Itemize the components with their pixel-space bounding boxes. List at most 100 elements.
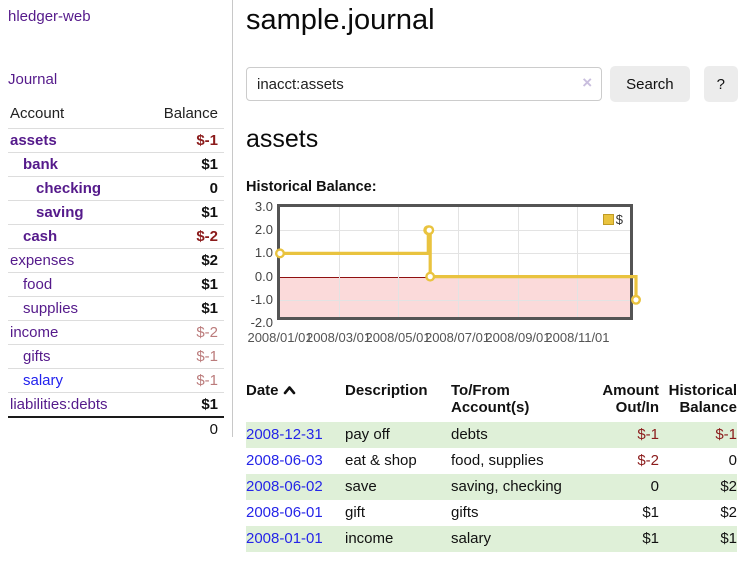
chart-gridline xyxy=(398,207,400,317)
search-input[interactable] xyxy=(246,67,603,101)
account-link-assets[interactable]: assets xyxy=(10,132,57,149)
register-row: 2008-01-01 income salary $1 $1 xyxy=(246,526,737,552)
account-balance: $1 xyxy=(201,156,218,173)
register-body: 2008-12-31 pay off debts $-1 $-1 2008-06-03 ea… xyxy=(246,422,737,552)
transaction-balance: $2 xyxy=(720,478,737,495)
account-link-saving[interactable]: saving xyxy=(36,204,84,221)
chart-xtick-label: 2008/09/01 xyxy=(485,330,551,345)
account-row: assets $-1 xyxy=(8,128,224,152)
chart-data-point xyxy=(275,248,285,259)
chart-data-point xyxy=(425,271,436,282)
transaction-date-link[interactable]: 2008-12-31 xyxy=(246,426,323,443)
transaction-date-link[interactable]: 2008-06-02 xyxy=(246,478,323,495)
chart-gridline xyxy=(517,207,519,317)
app-title-link[interactable]: hledger-web xyxy=(8,8,91,25)
chart-data-point xyxy=(631,294,642,305)
transaction-amount: $-1 xyxy=(637,426,659,443)
search-button[interactable]: Search xyxy=(610,66,690,102)
chart-xtick-label: 2008/01/01 xyxy=(247,330,313,345)
transaction-description: income xyxy=(345,530,394,547)
legend-swatch-icon xyxy=(602,214,614,225)
accounts-table-header: Account Balance xyxy=(8,103,224,128)
chart-ytick-label: 2.0 xyxy=(254,222,273,238)
account-row: checking 0 xyxy=(8,176,224,200)
help-button[interactable]: ? xyxy=(703,66,738,102)
account-row: food $1 xyxy=(8,272,224,296)
account-link-supplies[interactable]: supplies xyxy=(23,300,79,317)
register-row: 2008-06-01 gift gifts $1 $2 xyxy=(246,500,737,526)
transaction-description: save xyxy=(345,478,377,495)
account-link-income[interactable]: income xyxy=(10,324,59,341)
register-header-description: Description xyxy=(345,382,428,399)
chart-negative-region xyxy=(280,276,630,317)
chart-gridline xyxy=(577,207,579,317)
chart-title: Historical Balance: xyxy=(246,179,377,195)
transaction-amount: $1 xyxy=(642,530,659,547)
chart-data-point xyxy=(424,225,435,236)
transaction-date-link[interactable]: 2008-06-01 xyxy=(246,504,323,521)
chart-gridline xyxy=(280,299,630,301)
account-link-gifts[interactable]: gifts xyxy=(23,348,51,365)
register-header-amount: Amount Out/In xyxy=(602,382,659,416)
account-link-bank[interactable]: bank xyxy=(23,156,59,173)
clear-search-icon[interactable]: × xyxy=(582,73,593,92)
register-header-balance: Historical Balance xyxy=(668,382,737,416)
account-link-checking[interactable]: checking xyxy=(36,180,102,197)
account-balance: 0 xyxy=(209,180,218,197)
transaction-date-link[interactable]: 2008-01-01 xyxy=(246,530,323,547)
account-link-expenses[interactable]: expenses xyxy=(10,252,75,269)
account-row: saving $1 xyxy=(8,200,224,224)
account-balance: $1 xyxy=(201,396,218,413)
account-link-food[interactable]: food xyxy=(23,276,53,293)
transaction-accounts: saving, checking xyxy=(451,478,562,495)
register-header-date[interactable]: Date xyxy=(246,380,345,422)
account-link-liabilities-debts[interactable]: liabilities:debts xyxy=(10,396,108,413)
transaction-date-link[interactable]: 2008-06-03 xyxy=(246,452,323,469)
chart-gridline xyxy=(280,230,630,232)
transaction-amount: 0 xyxy=(650,478,659,495)
sidebar-item-journal[interactable]: Journal xyxy=(8,71,58,88)
account-balance: $-1 xyxy=(196,348,218,365)
account-row: salary $-1 xyxy=(8,368,224,392)
register-row: 2008-06-03 eat & shop food, supplies $-2 0 xyxy=(246,448,737,474)
account-tree: assets $-1 bank $1 checking 0 saving $1 cash $-2 e… xyxy=(8,128,224,416)
chart-xtick-label: 2008/03/01 xyxy=(305,330,372,345)
search-bar: × Search ? xyxy=(246,66,738,102)
chart-series-line xyxy=(275,225,642,305)
register-header-accounts: To/From Account(s) xyxy=(451,382,530,416)
chart-ytick-label: 3.0 xyxy=(254,199,273,214)
account-heading: assets xyxy=(246,125,319,153)
chart-gridline xyxy=(338,207,340,317)
account-balance: $-2 xyxy=(196,324,218,341)
account-row: expenses $2 xyxy=(8,248,224,272)
transaction-amount: $-2 xyxy=(637,452,659,469)
chart-ytick-label: 0.0 xyxy=(254,268,273,284)
account-row: gifts $-1 xyxy=(8,344,224,368)
transaction-balance: 0 xyxy=(728,452,737,469)
accounts-total: 0 xyxy=(8,416,224,441)
account-link-salary[interactable]: salary xyxy=(23,372,64,389)
register-row: 2008-12-31 pay off debts $-1 $-1 xyxy=(246,422,737,448)
chart-legend: $ xyxy=(600,211,625,228)
account-balance: $-1 xyxy=(196,372,218,389)
register-header-row: Date Description To/From Account(s) Amou… xyxy=(246,380,737,422)
transaction-balance: $1 xyxy=(720,530,737,547)
chart-xtick-label: 2008/07/01 xyxy=(424,330,491,345)
account-row: supplies $1 xyxy=(8,296,224,320)
account-row: bank $1 xyxy=(8,152,224,176)
transaction-description: gift xyxy=(345,504,366,521)
transaction-accounts: gifts xyxy=(451,504,479,521)
account-balance: $-1 xyxy=(196,132,218,149)
register-row: 2008-06-02 save saving, checking 0 $2 xyxy=(246,474,737,500)
transaction-accounts: salary xyxy=(451,530,492,547)
account-link-cash[interactable]: cash xyxy=(23,228,58,245)
account-balance: $1 xyxy=(201,276,218,293)
sort-ascending-icon xyxy=(283,382,296,399)
account-balance: $2 xyxy=(201,252,218,269)
account-balance: $-2 xyxy=(196,228,218,245)
page-title: sample.journal xyxy=(246,4,435,36)
historical-balance-chart: $ 3.0 2.0 1.0 0.0 -1.0 -2.0 2008/01/01 2008/03… xyxy=(246,199,738,356)
chart-ytick-label: -1.0 xyxy=(250,291,273,307)
chart-ytick-label: 1.0 xyxy=(254,245,273,261)
account-row: cash $-2 xyxy=(8,224,224,248)
